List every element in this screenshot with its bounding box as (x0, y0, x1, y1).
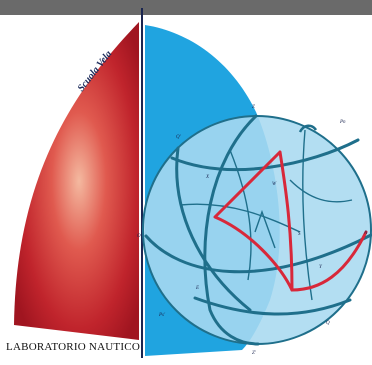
label-z-prime: Z' (252, 351, 257, 356)
label-e: E (195, 286, 199, 291)
celestial-sphere: Z Q' Pn X W O A E Q Ps' Z' Y S (137, 105, 372, 356)
hour-circle (175, 146, 252, 312)
top-bar (0, 0, 372, 15)
label-s: S (298, 232, 301, 237)
lower-circle (193, 296, 352, 316)
label-a: A (363, 231, 368, 236)
label-y: Y (319, 265, 323, 270)
label-q: Q (326, 321, 330, 326)
label-ps: Ps' (158, 313, 166, 318)
label-pn: Pn (339, 120, 346, 125)
label-z: Z (252, 105, 255, 110)
label-w: W (272, 182, 277, 187)
label-q-prime: Q' (176, 135, 182, 140)
red-spherical-triangle (213, 150, 294, 292)
label-o: O (137, 234, 141, 239)
footer-text: LABORATORIO NAUTICO (6, 341, 140, 353)
red-sail-shape (14, 22, 139, 340)
horizon-circle (170, 138, 360, 172)
label-x: X (205, 175, 210, 180)
meridian-circle (203, 114, 260, 346)
equator-circle (144, 233, 372, 274)
